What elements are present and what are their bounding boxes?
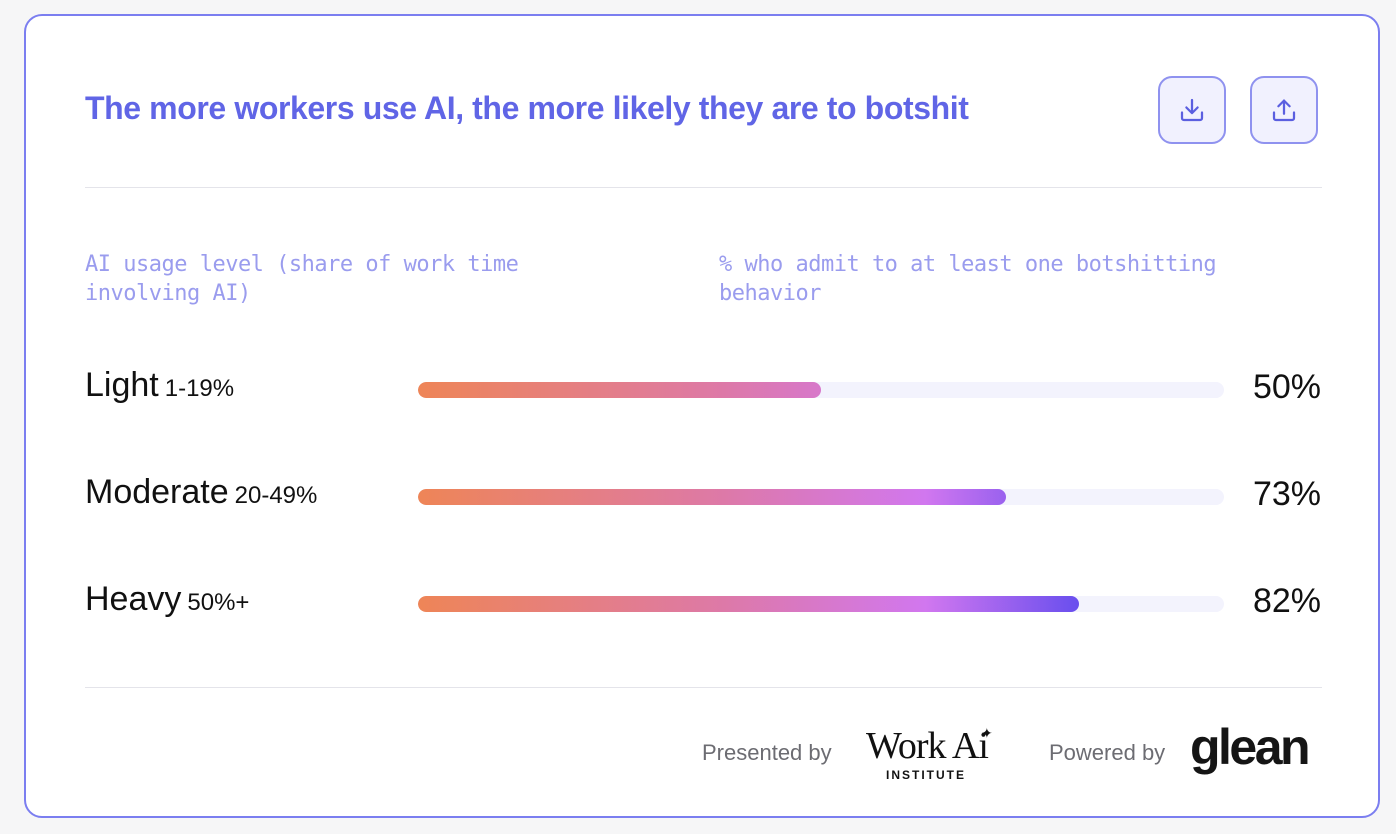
download-button[interactable] bbox=[1158, 76, 1226, 144]
category-range: 50%+ bbox=[187, 589, 250, 616]
column-header-usage: AI usage level (share of work time invol… bbox=[85, 252, 519, 306]
bar-track bbox=[418, 489, 1224, 505]
value-label: 82% bbox=[1252, 582, 1321, 620]
category-range: 1-19% bbox=[164, 375, 235, 402]
presented-by-label: Presented by bbox=[702, 740, 832, 765]
category-range: 20-49% bbox=[234, 482, 318, 509]
bar bbox=[418, 596, 1079, 612]
upload-icon bbox=[1272, 99, 1296, 122]
column-header-percent: % who admit to at least one botshitting … bbox=[719, 252, 1217, 306]
bar bbox=[418, 382, 821, 398]
bar bbox=[418, 489, 1007, 505]
header-divider bbox=[85, 187, 1322, 188]
glean-logo: glean bbox=[1190, 719, 1311, 775]
work-ai-logo: Work Ai bbox=[866, 725, 989, 767]
value-label: 50% bbox=[1252, 368, 1321, 406]
footer-divider bbox=[85, 687, 1322, 688]
category-label: Light 1-19% bbox=[85, 366, 234, 405]
share-button[interactable] bbox=[1250, 76, 1318, 144]
chart-card bbox=[24, 14, 1380, 818]
chart-title: The more workers use AI, the more likely… bbox=[85, 90, 969, 126]
sparkle-icon: ✦ bbox=[981, 726, 993, 742]
category-name: Heavy bbox=[85, 580, 182, 618]
work-ai-institute-label: INSTITUTE bbox=[886, 768, 966, 782]
bar-track bbox=[418, 596, 1224, 612]
category-label: Heavy 50%+ bbox=[85, 580, 249, 619]
value-label: 73% bbox=[1252, 475, 1321, 513]
category-name: Moderate bbox=[85, 473, 229, 511]
bar-track bbox=[418, 382, 1224, 398]
download-icon bbox=[1180, 98, 1204, 122]
category-label: Moderate 20-49% bbox=[85, 473, 317, 512]
powered-by-label: Powered by bbox=[1049, 740, 1166, 765]
category-name: Light bbox=[85, 366, 159, 404]
